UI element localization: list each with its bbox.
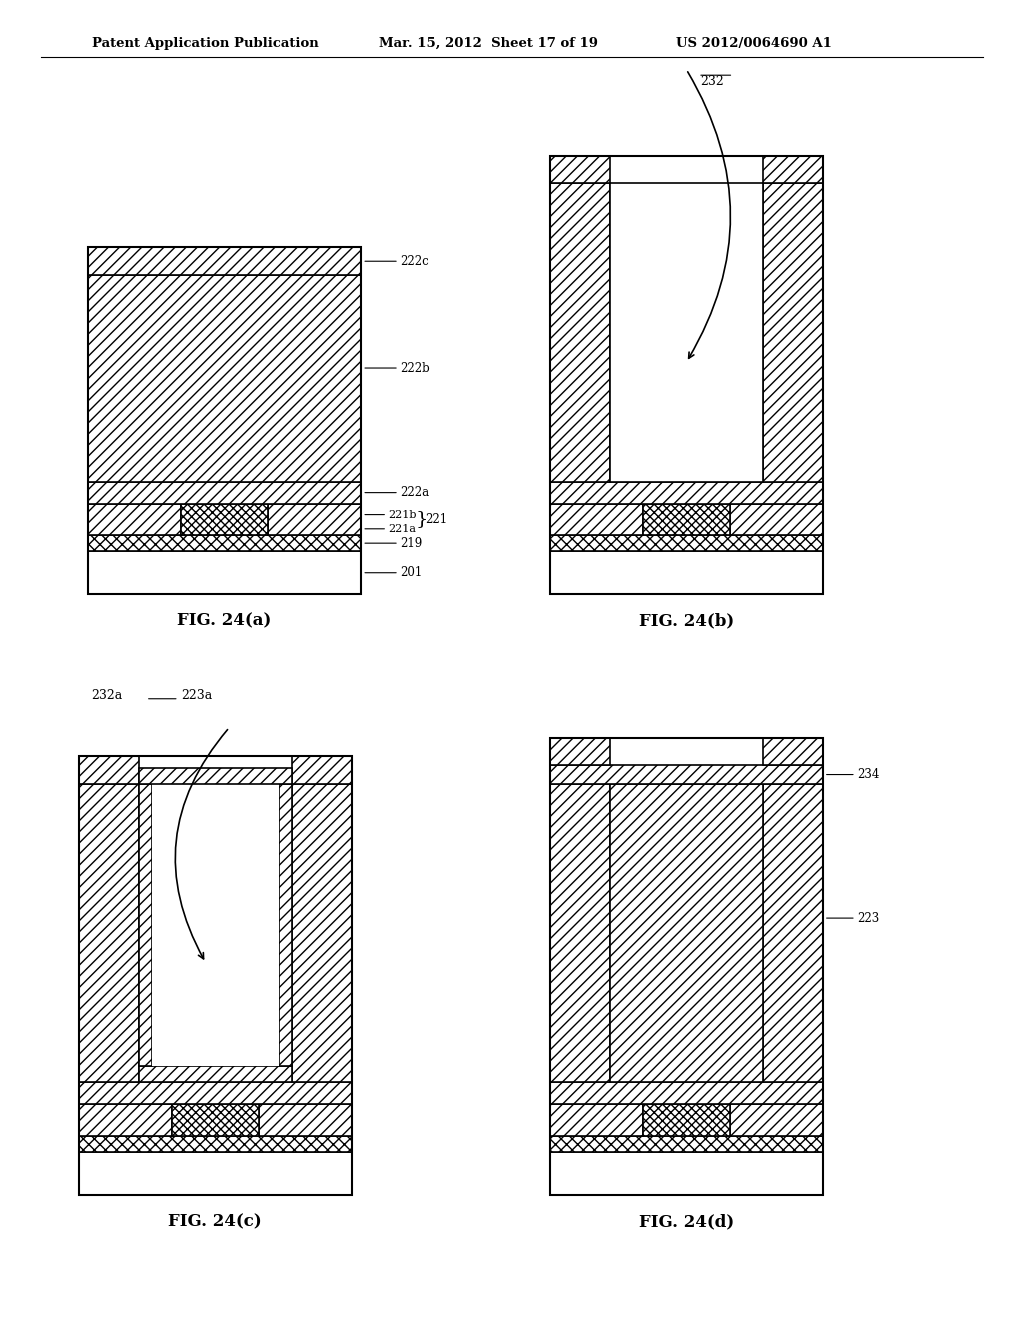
Bar [79, 756, 138, 784]
Bar [550, 482, 823, 503]
Bar [550, 1152, 823, 1195]
Text: 219: 219 [400, 537, 422, 549]
Bar [643, 503, 730, 535]
Bar [763, 183, 823, 482]
Bar [138, 1067, 292, 1082]
Bar [88, 247, 361, 275]
Bar [550, 1104, 643, 1135]
Text: 221a: 221a [388, 524, 416, 533]
Bar [643, 1104, 730, 1135]
Bar [292, 756, 352, 784]
Bar [88, 247, 361, 594]
Bar [88, 552, 361, 594]
Bar [609, 784, 763, 1082]
Bar [88, 503, 181, 535]
Text: 234: 234 [857, 768, 880, 781]
Bar [79, 756, 352, 1195]
Bar [79, 1104, 172, 1135]
Text: Mar. 15, 2012  Sheet 17 of 19: Mar. 15, 2012 Sheet 17 of 19 [379, 37, 598, 50]
Bar [550, 1135, 823, 1152]
Bar [268, 503, 361, 535]
Bar [181, 503, 268, 535]
Text: 221b: 221b [388, 510, 417, 520]
Text: US 2012/0064690 A1: US 2012/0064690 A1 [676, 37, 831, 50]
Bar [79, 1082, 352, 1104]
Bar [279, 784, 292, 1067]
Text: Patent Application Publication: Patent Application Publication [92, 37, 318, 50]
Bar [79, 1135, 352, 1152]
Bar [609, 183, 763, 482]
Bar [550, 784, 609, 1082]
Bar [259, 1104, 352, 1135]
Bar [550, 738, 823, 1195]
Text: 223: 223 [857, 912, 879, 924]
Bar [152, 784, 279, 1067]
Bar [763, 156, 823, 183]
Bar [88, 275, 361, 482]
Text: 232a: 232a [91, 689, 123, 702]
Bar [550, 156, 823, 594]
Text: 223a: 223a [181, 689, 212, 702]
Bar [550, 1082, 823, 1104]
Bar [550, 535, 823, 552]
Bar [763, 738, 823, 766]
Bar [550, 503, 643, 535]
Text: 201: 201 [400, 566, 422, 579]
Text: FIG. 24(c): FIG. 24(c) [168, 1213, 262, 1230]
Text: }: } [416, 511, 428, 528]
Bar [172, 1104, 259, 1135]
Bar [763, 784, 823, 1082]
Bar [88, 535, 361, 552]
Text: 221: 221 [425, 513, 447, 525]
Bar [138, 768, 292, 784]
Bar [550, 183, 609, 482]
Text: FIG. 24(d): FIG. 24(d) [639, 1213, 734, 1230]
Bar [138, 784, 152, 1067]
Text: 222b: 222b [400, 362, 430, 375]
Bar [79, 784, 138, 1082]
Bar [79, 1152, 352, 1195]
Bar [550, 738, 609, 766]
Bar [292, 784, 352, 1082]
Bar [550, 552, 823, 594]
Text: 232: 232 [700, 75, 724, 88]
Bar [88, 482, 361, 503]
Text: 222c: 222c [400, 255, 429, 268]
Text: 222a: 222a [400, 486, 429, 499]
Bar [730, 1104, 823, 1135]
Text: FIG. 24(b): FIG. 24(b) [639, 612, 734, 630]
Bar [550, 156, 609, 183]
Bar [730, 503, 823, 535]
Text: FIG. 24(a): FIG. 24(a) [177, 612, 271, 630]
Bar [550, 766, 823, 784]
